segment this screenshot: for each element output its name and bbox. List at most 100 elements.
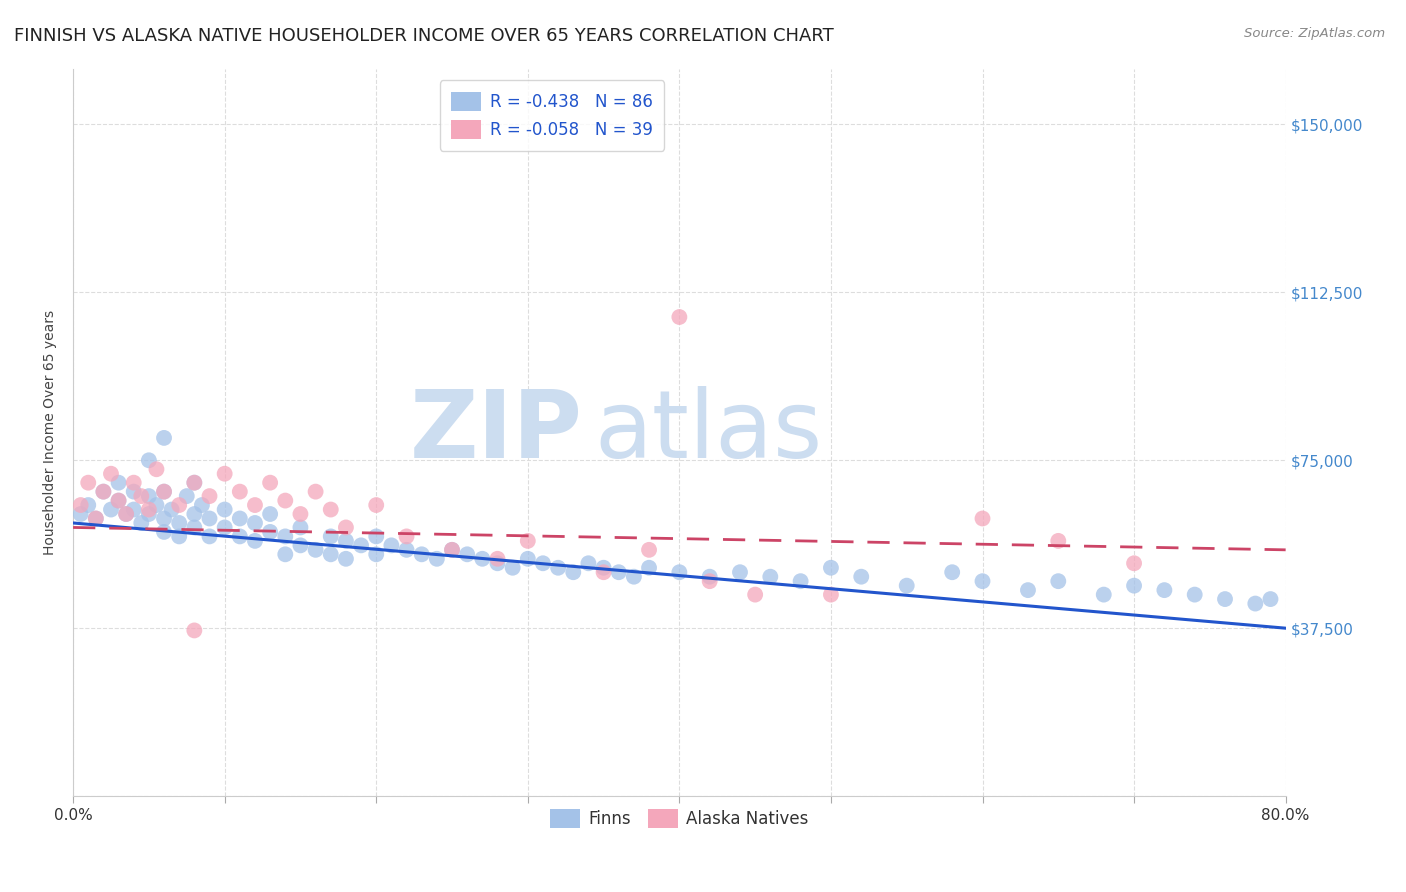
Point	[69, 507, 91, 521]
Text: Source: ZipAtlas.com: Source: ZipAtlas.com	[1244, 27, 1385, 40]
Point	[547, 560, 569, 574]
Point	[198, 489, 221, 503]
Point	[744, 588, 766, 602]
Point	[440, 542, 463, 557]
Point	[335, 533, 357, 548]
Point	[167, 498, 190, 512]
Point	[335, 551, 357, 566]
Text: atlas: atlas	[595, 386, 823, 478]
Point	[122, 484, 145, 499]
Point	[562, 566, 585, 580]
Point	[471, 551, 494, 566]
Point	[100, 502, 122, 516]
Point	[668, 310, 690, 324]
Point	[319, 547, 342, 561]
Point	[167, 516, 190, 530]
Point	[304, 542, 326, 557]
Point	[366, 498, 388, 512]
Point	[183, 507, 205, 521]
Point	[274, 547, 297, 561]
Point	[274, 493, 297, 508]
Point	[115, 507, 138, 521]
Point	[350, 538, 373, 552]
Point	[699, 574, 721, 589]
Point	[623, 570, 645, 584]
Point	[366, 547, 388, 561]
Point	[138, 502, 160, 516]
Point	[759, 570, 782, 584]
Point	[153, 524, 176, 539]
Point	[290, 538, 312, 552]
Point	[191, 498, 214, 512]
Point	[77, 498, 100, 512]
Point	[84, 511, 107, 525]
Point	[93, 484, 115, 499]
Point	[516, 533, 538, 548]
Point	[789, 574, 811, 589]
Point	[129, 489, 152, 503]
Point	[153, 484, 176, 499]
Point	[426, 551, 449, 566]
Point	[183, 475, 205, 490]
Point	[531, 556, 554, 570]
Point	[1153, 583, 1175, 598]
Point	[84, 511, 107, 525]
Point	[304, 484, 326, 499]
Point	[395, 542, 418, 557]
Point	[229, 484, 252, 499]
Point	[107, 493, 129, 508]
Point	[167, 529, 190, 543]
Point	[972, 511, 994, 525]
Point	[456, 547, 478, 561]
Point	[440, 542, 463, 557]
Point	[138, 507, 160, 521]
Point	[1092, 588, 1115, 602]
Point	[138, 453, 160, 467]
Point	[214, 520, 236, 534]
Point	[138, 489, 160, 503]
Point	[93, 484, 115, 499]
Point	[395, 529, 418, 543]
Point	[100, 467, 122, 481]
Point	[728, 566, 751, 580]
Point	[290, 520, 312, 534]
Point	[486, 551, 509, 566]
Point	[638, 542, 661, 557]
Point	[229, 529, 252, 543]
Text: FINNISH VS ALASKA NATIVE HOUSEHOLDER INCOME OVER 65 YEARS CORRELATION CHART: FINNISH VS ALASKA NATIVE HOUSEHOLDER INC…	[14, 27, 834, 45]
Point	[592, 566, 614, 580]
Point	[145, 498, 167, 512]
Point	[1047, 574, 1070, 589]
Point	[153, 484, 176, 499]
Point	[259, 475, 281, 490]
Point	[1047, 533, 1070, 548]
Point	[1213, 592, 1236, 607]
Point	[274, 529, 297, 543]
Point	[69, 498, 91, 512]
Point	[243, 516, 266, 530]
Point	[214, 502, 236, 516]
Point	[243, 498, 266, 512]
Point	[941, 566, 963, 580]
Point	[896, 579, 918, 593]
Point	[183, 520, 205, 534]
Point	[699, 570, 721, 584]
Point	[243, 533, 266, 548]
Point	[335, 520, 357, 534]
Point	[115, 507, 138, 521]
Point	[183, 475, 205, 490]
Point	[107, 493, 129, 508]
Point	[851, 570, 873, 584]
Point	[366, 529, 388, 543]
Point	[592, 560, 614, 574]
Point	[1244, 597, 1267, 611]
Point	[259, 507, 281, 521]
Point	[578, 556, 600, 570]
Point	[380, 538, 402, 552]
Point	[176, 489, 198, 503]
Point	[638, 560, 661, 574]
Point	[290, 507, 312, 521]
Point	[153, 431, 176, 445]
Point	[972, 574, 994, 589]
Point	[229, 511, 252, 525]
